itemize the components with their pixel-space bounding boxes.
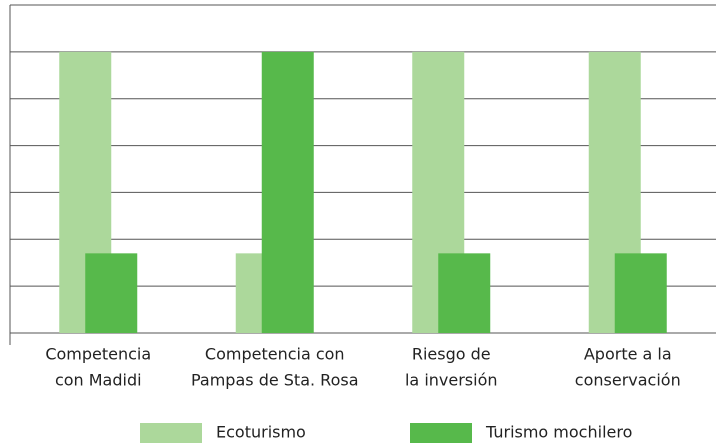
x-tick-label: Pampas de Sta. Rosa [191, 371, 359, 390]
x-tick-label: conservación [575, 371, 681, 390]
bar [438, 253, 491, 333]
bar [614, 253, 667, 333]
legend-label: Turismo mochilero [485, 423, 632, 442]
legend-label: Ecoturismo [216, 423, 306, 442]
bar [261, 51, 314, 333]
x-tick-label: la inversión [405, 371, 498, 390]
x-tick-label: con Madidi [55, 371, 142, 390]
legend-swatch [140, 423, 202, 443]
legend-swatch [410, 423, 472, 443]
x-tick-label: Competencia [45, 345, 151, 364]
x-tick-label: Aporte a la [584, 345, 672, 364]
x-tick-label: Competencia con [205, 345, 345, 364]
bar [85, 253, 138, 333]
x-tick-label: Riesgo de [412, 345, 491, 364]
